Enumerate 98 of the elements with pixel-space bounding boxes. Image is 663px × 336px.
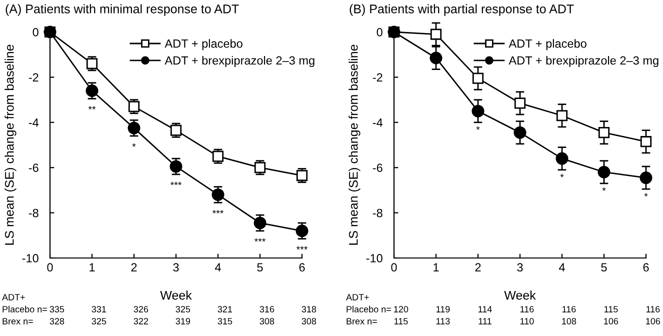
point: [514, 98, 526, 109]
point: [640, 136, 652, 148]
text: Brex n=: [346, 318, 377, 324]
text: 325: [176, 306, 190, 312]
text: 106: [646, 318, 660, 324]
x-tick-label: 3: [517, 263, 523, 272]
text: 115: [604, 306, 618, 312]
text: 115: [394, 318, 408, 324]
legend-label: ADT + brexpiprazole 2–3 mg: [164, 56, 314, 67]
text: 108: [562, 318, 576, 324]
x-tick-label: 6: [299, 263, 305, 272]
text: Placebo n=: [2, 306, 47, 312]
text: 325: [92, 318, 106, 324]
legend-label: ADT + placebo: [164, 39, 242, 50]
y-tick-label: -8: [372, 208, 382, 218]
y-tick-label: -4: [28, 118, 39, 127]
text: ADT+: [346, 294, 369, 300]
y-tick-label: -10: [366, 254, 382, 262]
text: 119: [436, 306, 450, 312]
text: 335: [50, 306, 64, 312]
text: 331: [92, 306, 106, 312]
annotation: **: [88, 106, 96, 110]
y-tick-label: -6: [28, 164, 38, 172]
y-tick-label: -8: [28, 208, 38, 218]
text: 111: [478, 318, 492, 324]
point: [170, 160, 182, 173]
text: 116: [520, 306, 534, 312]
y-tick-label: -10: [22, 254, 38, 262]
point: [86, 84, 98, 98]
text: 113: [436, 318, 450, 324]
point: [514, 126, 526, 139]
y-tick-label: -2: [372, 73, 382, 82]
text: 321: [218, 306, 232, 312]
annotation: ***: [212, 210, 224, 214]
annotation: ***: [254, 238, 266, 242]
text: 308: [302, 318, 316, 324]
point: [430, 52, 442, 64]
point: [296, 224, 308, 238]
x-tick-label: 4: [558, 263, 565, 272]
text: 116: [562, 306, 576, 312]
x-axis-title: Week: [504, 290, 536, 300]
text: 110: [520, 318, 534, 324]
y-axis-title: LS mean (SE) change from baseline: [348, 44, 360, 245]
point: [598, 127, 610, 138]
text: Brex n=: [2, 318, 33, 324]
legend-label: ADT + brexpiprazole 2–3 mg: [508, 56, 658, 67]
chart-title: (B) Patients with partial response to ADT: [350, 4, 574, 16]
chart-title: (A) Patients with minimal response to ADT: [6, 4, 239, 16]
x-tick-label: 2: [131, 263, 137, 272]
x-tick-label: 4: [214, 263, 221, 272]
text: 316: [260, 306, 274, 312]
text: 106: [604, 318, 618, 324]
point: [640, 172, 652, 184]
y-tick-label: -2: [28, 73, 38, 82]
x-tick-label: 3: [173, 263, 179, 272]
text: 114: [478, 306, 492, 312]
x-tick-label: 5: [257, 263, 263, 272]
text: 319: [176, 318, 190, 324]
text: 315: [218, 318, 232, 324]
x-tick-label: 5: [601, 263, 607, 272]
x-tick-label: 1: [90, 263, 95, 272]
text: 318: [302, 306, 316, 312]
point: [598, 166, 610, 178]
point: [212, 188, 224, 201]
annotation: ***: [170, 182, 182, 186]
text: 120: [394, 306, 408, 312]
x-tick-label: 2: [475, 263, 481, 272]
y-tick-label: 0: [32, 28, 38, 36]
x-tick-label: 0: [391, 263, 397, 272]
point: [472, 72, 484, 84]
point: [128, 122, 140, 134]
annotation: *: [132, 143, 136, 147]
y-tick-label: 0: [376, 28, 382, 36]
y-tick-label: -6: [372, 164, 382, 172]
legend-label: ADT + placebo: [508, 39, 586, 50]
annotation: *: [560, 174, 564, 178]
text: 322: [134, 318, 148, 324]
text: Placebo n=: [346, 306, 391, 312]
point: [472, 104, 484, 118]
x-tick-label: 6: [643, 263, 649, 272]
x-axis-title: Week: [160, 290, 192, 300]
text: 308: [260, 318, 274, 324]
text: 116: [646, 306, 660, 312]
annotation: ***: [296, 246, 308, 250]
point: [556, 152, 568, 165]
x-tick-label: 1: [434, 263, 439, 272]
point: [430, 28, 442, 40]
y-tick-label: -4: [372, 118, 383, 127]
point: [254, 216, 266, 230]
text: 326: [134, 306, 148, 312]
annotation: *: [602, 187, 606, 191]
x-tick-label: 0: [47, 263, 53, 272]
text: ADT+: [2, 294, 25, 300]
y-axis-title: LS mean (SE) change from baseline: [4, 44, 16, 245]
point: [556, 110, 568, 122]
annotation: *: [476, 126, 480, 130]
annotation: *: [644, 193, 648, 196]
text: 328: [50, 318, 64, 324]
